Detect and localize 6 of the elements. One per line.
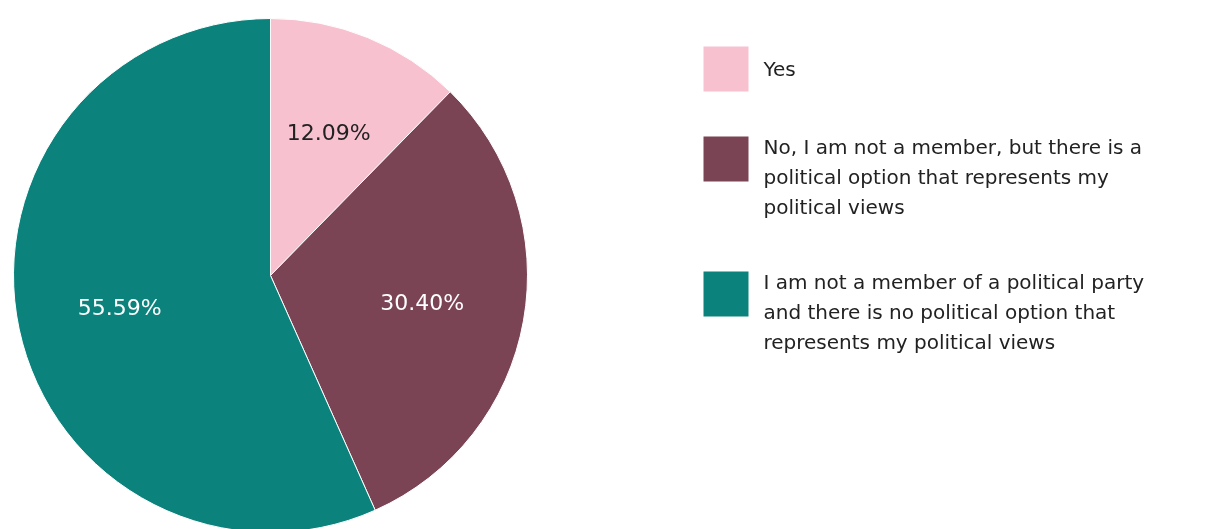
data-label: 55.59% xyxy=(77,295,162,321)
legend-label: Yes xyxy=(762,57,796,81)
data-label: 12.09% xyxy=(286,120,371,146)
legend-label: No, I am not a member, but there is a political option that represents my political views xyxy=(763,134,1143,219)
data-label: 30.40% xyxy=(380,290,465,316)
legend-label: I am not a member of a political party and there is no political option that represents my political views xyxy=(763,269,1145,354)
